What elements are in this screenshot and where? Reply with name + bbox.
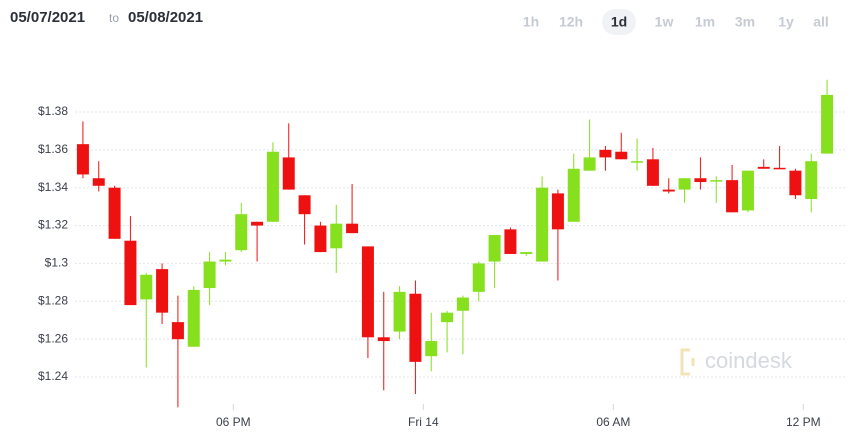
candle-body: [314, 225, 327, 253]
candle-body: [741, 170, 754, 211]
candle-body: [456, 297, 469, 311]
candle-body: [251, 221, 264, 226]
date-from: 05/07/2021: [10, 9, 85, 26]
range-button[interactable]: 1m: [695, 14, 715, 30]
candle-body: [599, 149, 612, 158]
candle-body: [472, 263, 485, 292]
date-to: 05/08/2021: [128, 9, 203, 26]
candle-body: [631, 161, 644, 163]
range-button[interactable]: 3m: [735, 14, 755, 30]
candle-body: [757, 166, 770, 169]
y-tick-label: $1.38: [38, 104, 68, 118]
candle-body: [266, 151, 279, 222]
candle-body: [108, 187, 121, 239]
candle-body: [678, 178, 691, 190]
candle-body: [425, 341, 438, 357]
candle-body: [662, 189, 675, 192]
range-selected-bg: [602, 9, 636, 35]
candle-body: [694, 178, 707, 183]
candle-body: [567, 168, 580, 222]
candle-body: [76, 144, 89, 175]
y-tick-label: $1.34: [38, 180, 68, 194]
candle-body: [298, 195, 311, 215]
candle-body: [124, 240, 137, 306]
x-tick-label: 06 PM: [216, 415, 251, 429]
candle-body: [219, 259, 232, 262]
watermark: coindesk: [705, 348, 793, 373]
candle-body: [156, 269, 169, 313]
candle-body: [773, 167, 786, 170]
candle-body: [361, 246, 374, 338]
candle-body: [377, 337, 390, 342]
candle-body: [330, 223, 343, 249]
x-tick-label: 12 PM: [786, 415, 821, 429]
candle-body: [520, 252, 533, 254]
range-button[interactable]: 1y: [778, 14, 794, 30]
y-tick-label: $1.3: [45, 256, 69, 270]
candle-body: [282, 157, 295, 190]
x-tick-label: Fri 14: [408, 415, 439, 429]
candle-body: [710, 180, 723, 182]
candle-body: [346, 223, 359, 234]
date-to-word: to: [109, 11, 119, 25]
candle-body: [583, 157, 596, 171]
candle-body: [409, 293, 422, 362]
y-tick-label: $1.28: [38, 293, 68, 307]
candle-body: [646, 159, 659, 186]
candle-body: [726, 180, 739, 213]
x-tick-label: 06 AM: [596, 415, 630, 429]
candle-body: [140, 274, 153, 300]
candle-body: [92, 178, 105, 186]
watermark-icon: [680, 348, 695, 376]
candle-body: [789, 170, 802, 196]
range-button[interactable]: all: [813, 14, 829, 30]
candle-body: [551, 193, 564, 230]
candle-body: [536, 187, 549, 262]
y-tick-label: $1.32: [38, 218, 68, 232]
candle-body: [187, 289, 200, 347]
candle-body: [203, 261, 216, 289]
candle-body: [488, 235, 501, 262]
candle-body: [504, 229, 517, 254]
range-button[interactable]: 1w: [655, 14, 674, 30]
candle-body: [805, 161, 818, 200]
range-button[interactable]: 1h: [523, 14, 539, 30]
y-tick-label: $1.36: [38, 142, 68, 156]
candle-body: [821, 94, 834, 154]
y-tick-label: $1.24: [38, 369, 68, 383]
range-button[interactable]: 1d: [611, 14, 627, 30]
candle-body: [235, 214, 248, 251]
y-tick-label: $1.26: [38, 331, 68, 345]
candle-body: [615, 151, 628, 160]
candle-body: [171, 322, 184, 340]
range-button[interactable]: 12h: [559, 14, 583, 30]
candle-body: [441, 312, 454, 323]
candle-body: [393, 291, 406, 332]
